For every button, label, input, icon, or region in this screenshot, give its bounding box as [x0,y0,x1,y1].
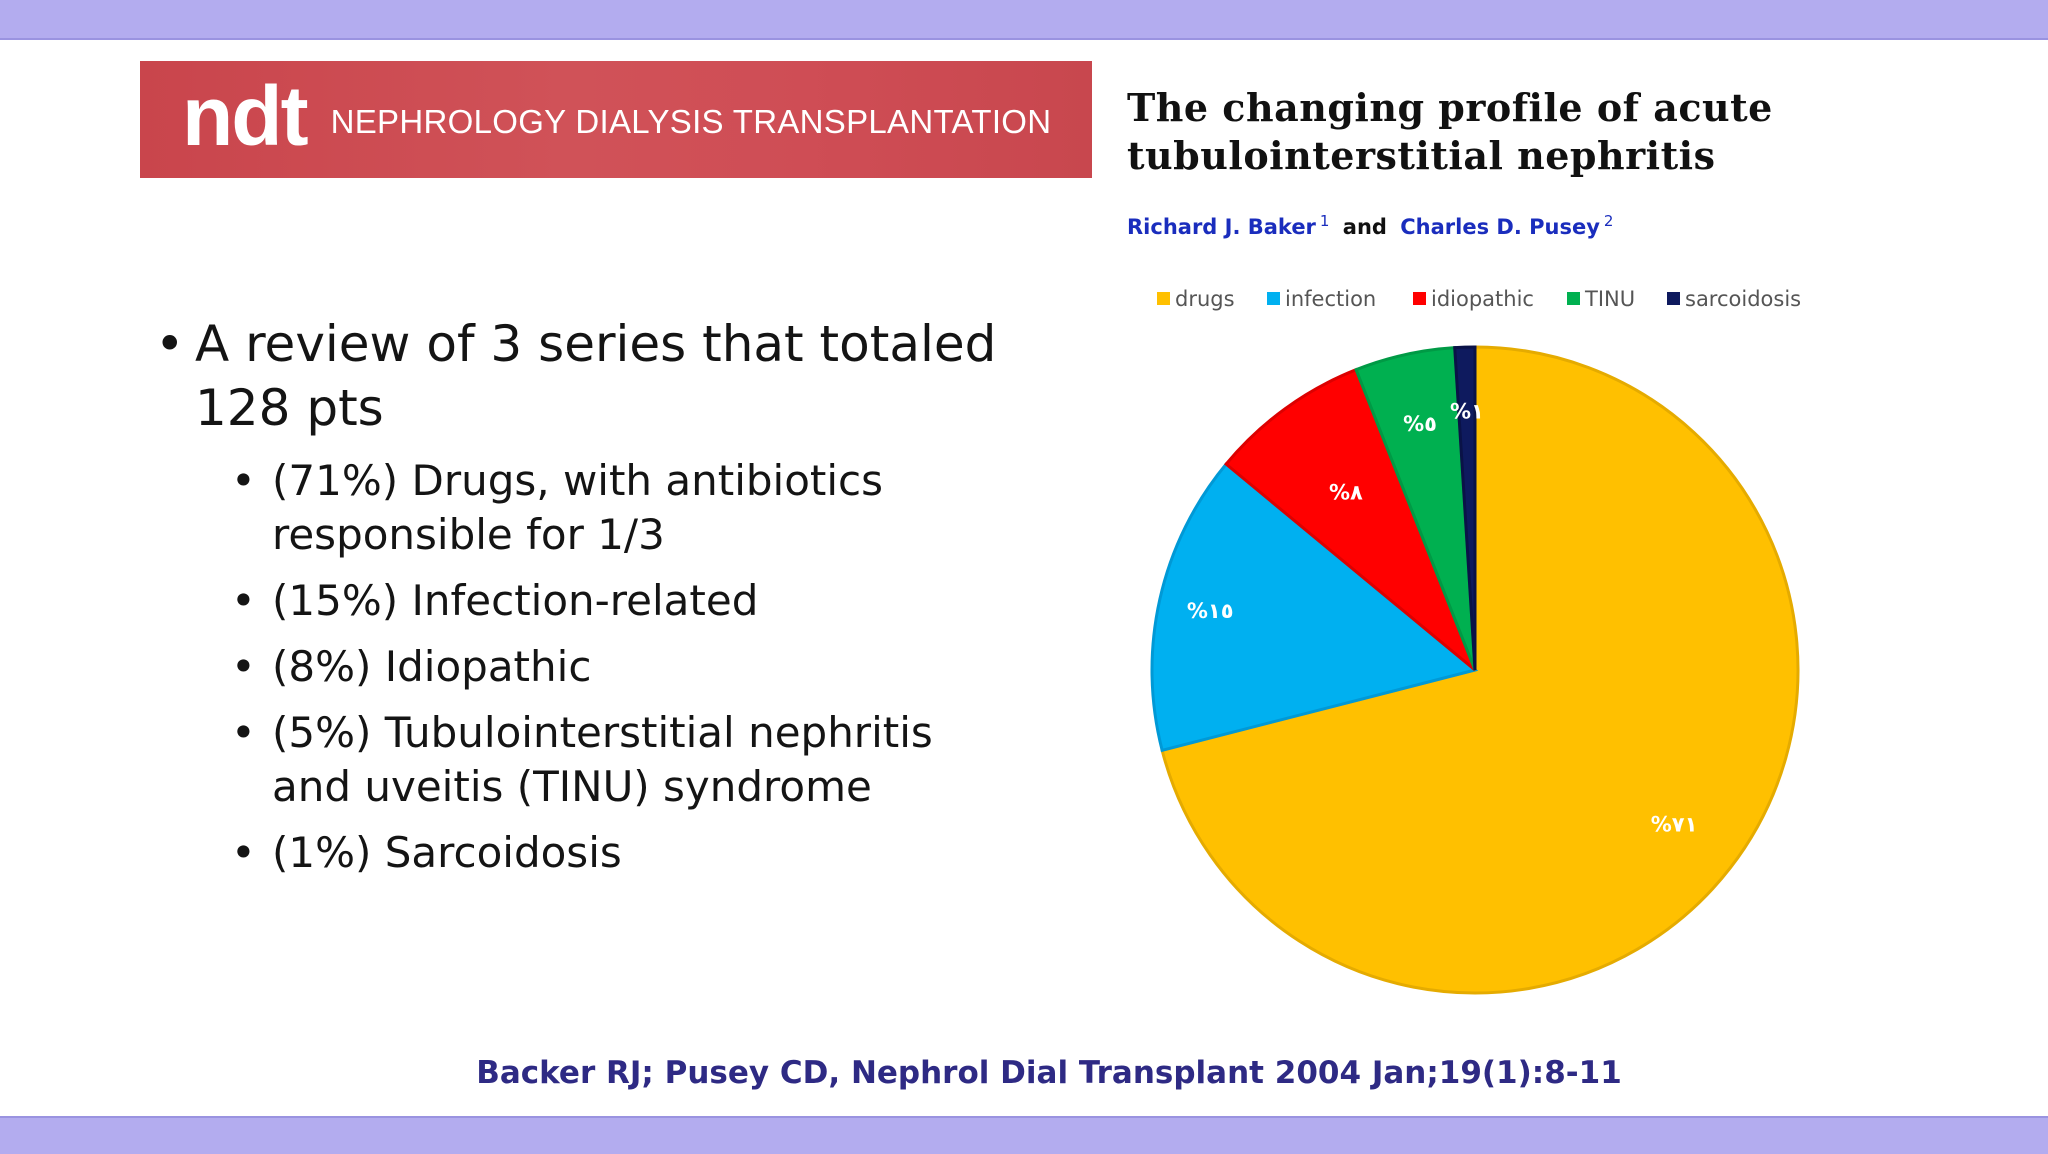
pie-slice-sarcoidosis [1453,345,1477,671]
bullet-sub-text: (15%) Infection-related [272,576,759,625]
bottom-band [0,1116,2048,1154]
bullet-dot: • [155,315,185,373]
bullet-list: • A review of 3 series that totaled 128 … [155,312,1015,892]
authors-conjunction: and [1342,215,1387,239]
bullet-sub-text: (5%) Tubulointerstitial nephritis and uv… [272,708,933,811]
data-label-sarcoidosis: %١ [1450,400,1484,424]
journal-logo: ndt [182,68,309,163]
bullet-sub-item: • (1%) Sarcoidosis [155,826,1015,880]
legend-label: TINU [1584,287,1635,311]
article-authors: Richard J. Baker 1 and Charles D. Pusey 2 [1127,212,1613,239]
citation: Backer RJ; Pusey CD, Nephrol Dial Transp… [0,1055,2048,1091]
pie-slice-infection [1150,461,1479,753]
legend-label: infection [1285,287,1376,311]
bullet-dot: • [231,456,256,505]
article-title: The changing profile of acute tubulointe… [1127,85,1773,178]
author-1[interactable]: Richard J. Baker [1127,215,1316,239]
author-2-affiliation: 2 [1603,212,1614,230]
bullet-dot: • [231,828,256,877]
pie-slice-idiopathic [1224,367,1477,672]
legend-swatch [1267,292,1280,305]
author-1-affiliation: 1 [1319,212,1330,230]
bullet-dot: • [231,708,256,757]
bullet-sub-text: (1%) Sarcoidosis [272,828,622,877]
bullet-main: • A review of 3 series that totaled 128 … [155,312,1015,440]
pie-chart: drugs infection idiopathic TINU sarcoidosis%… [1150,287,1801,995]
author-2[interactable]: Charles D. Pusey [1400,215,1600,239]
pie-slice-drugs [1160,345,1800,995]
journal-banner: ndt NEPHROLOGY DIALYSIS TRANSPLANTATION [140,61,1092,178]
bullet-sub-text: (71%) Drugs, with antibiotics responsibl… [272,456,884,559]
bullet-sub-item: • (15%) Infection-related [155,574,1015,628]
legend-swatch [1413,292,1426,305]
citation-text: Backer RJ; Pusey CD, Nephrol Dial Transp… [476,1055,1622,1091]
data-label-drugs: %٧١ [1651,812,1698,836]
legend-item-idiopathic: idiopathic [1413,287,1534,311]
bullet-sub-item: • (71%) Drugs, with antibiotics responsi… [155,454,1015,562]
legend-swatch [1667,292,1680,305]
legend-swatch [1567,292,1580,305]
legend-swatch [1157,292,1170,305]
bullet-sub-item: • (8%) Idiopathic [155,640,1015,694]
legend-item-tinu: TINU [1567,287,1635,311]
data-label-tinu: %٥ [1403,412,1437,436]
data-label-idiopathic: %٨ [1329,480,1363,504]
bullet-dot: • [231,642,256,691]
journal-name: NEPHROLOGY DIALYSIS TRANSPLANTATION [330,102,1052,140]
bullet-dot: • [231,576,256,625]
bullet-sub-text: (8%) Idiopathic [272,642,592,691]
bullet-sub-item: • (5%) Tubulointerstitial nephritis and … [155,706,1015,814]
legend-label: idiopathic [1431,287,1534,311]
legend-label: sarcoidosis [1685,287,1801,311]
data-label-infection: %١٥ [1187,599,1234,623]
legend-item-drugs: drugs [1157,287,1235,311]
legend-label: drugs [1175,287,1235,311]
bullet-sublist: • (71%) Drugs, with antibiotics responsi… [155,454,1015,880]
legend-item-infection: infection [1267,287,1376,311]
legend-item-sarcoidosis: sarcoidosis [1667,287,1801,311]
top-band [0,0,2048,40]
bullet-main-text: A review of 3 series that totaled 128 pt… [195,315,997,437]
